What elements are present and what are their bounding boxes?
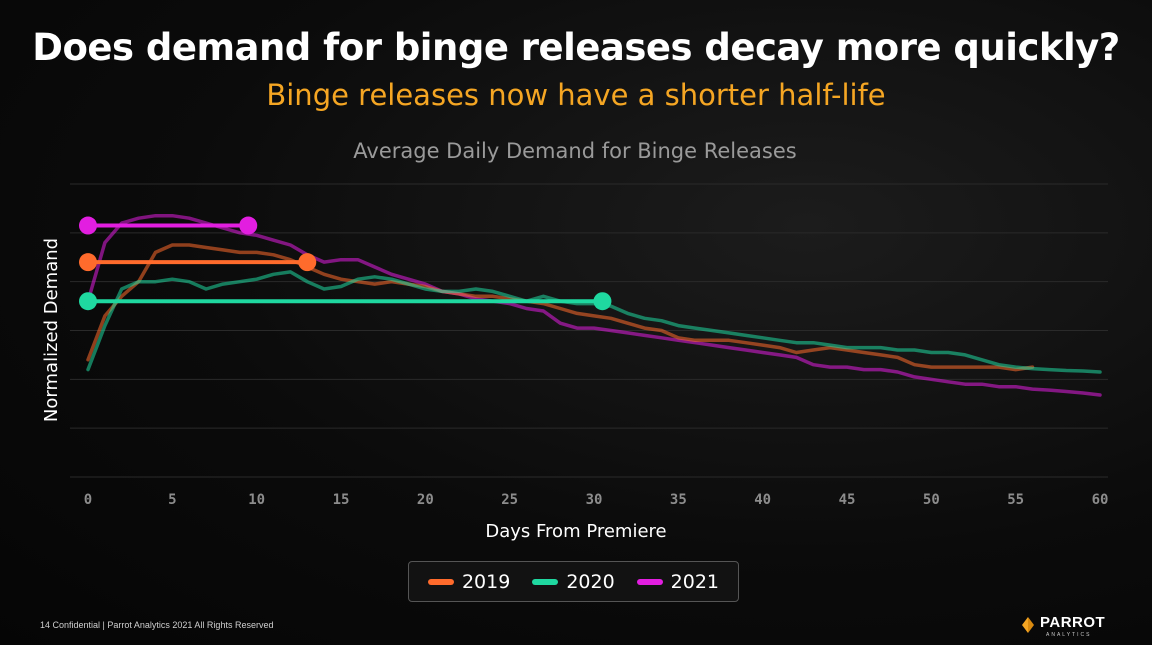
y-axis-label: Normalized Demand bbox=[41, 238, 62, 422]
legend-item-2021[interactable]: 2021 bbox=[636, 570, 720, 593]
half-life-start-2020 bbox=[79, 292, 97, 311]
x-tick-label: 60 bbox=[1092, 492, 1109, 508]
series-line-2021 bbox=[86, 213, 1102, 397]
x-tick-label: 55 bbox=[1007, 492, 1024, 508]
x-tick-label: 20 bbox=[417, 492, 434, 508]
x-tick-label: 10 bbox=[248, 492, 265, 508]
logo-subtext: ANALYTICS bbox=[1046, 632, 1092, 638]
x-tick-label: 0 bbox=[84, 492, 92, 508]
half-life-markers bbox=[79, 216, 612, 311]
x-tick-label: 5 bbox=[168, 492, 176, 508]
series-line-2020 bbox=[86, 270, 1102, 374]
parrot-logo: PARROT ANALYTICS bbox=[1018, 612, 1118, 640]
legend-label-2020: 2020 bbox=[566, 570, 615, 593]
x-axis-ticks: 0 5 10 15 20 25 30 35 40 45 50 55 60 bbox=[84, 492, 1109, 508]
x-tick-label: 40 bbox=[754, 492, 771, 508]
x-tick-label: 25 bbox=[501, 492, 518, 508]
parrot-logo-icon bbox=[1022, 617, 1034, 633]
x-tick-label: 30 bbox=[586, 492, 603, 508]
legend-swatch-2020 bbox=[532, 578, 559, 585]
x-tick-label: 35 bbox=[670, 492, 687, 508]
slide-title: Does demand for binge releases decay mor… bbox=[32, 26, 1120, 69]
x-tick-label: 45 bbox=[839, 492, 856, 508]
series-line-2019 bbox=[86, 243, 1035, 372]
legend-swatch-2021 bbox=[636, 578, 663, 585]
chart-title: Average Daily Demand for Binge Releases bbox=[353, 139, 796, 163]
logo-text: PARROT bbox=[1040, 614, 1106, 631]
half-life-start-2019 bbox=[79, 253, 97, 272]
footer-confidential: 14 Confidential | Parrot Analytics 2021 … bbox=[40, 620, 274, 630]
legend-item-2020[interactable]: 2020 bbox=[532, 570, 615, 593]
series-lines bbox=[86, 213, 1102, 397]
half-life-start-2021 bbox=[79, 216, 97, 235]
half-life-end-2019 bbox=[298, 253, 317, 272]
slide-subtitle: Binge releases now have a shorter half-l… bbox=[266, 78, 886, 112]
x-tick-label: 50 bbox=[923, 492, 940, 508]
half-life-end-2020 bbox=[593, 292, 612, 311]
x-tick-label: 15 bbox=[333, 492, 350, 508]
legend: 2019 2020 2021 bbox=[408, 561, 739, 602]
legend-item-2019[interactable]: 2019 bbox=[427, 570, 511, 593]
legend-label-2019: 2019 bbox=[461, 570, 511, 593]
legend-swatch-2019 bbox=[427, 578, 454, 585]
x-axis-label: Days From Premiere bbox=[485, 521, 666, 542]
legend-label-2021: 2021 bbox=[670, 570, 720, 593]
half-life-end-2021 bbox=[239, 216, 258, 235]
